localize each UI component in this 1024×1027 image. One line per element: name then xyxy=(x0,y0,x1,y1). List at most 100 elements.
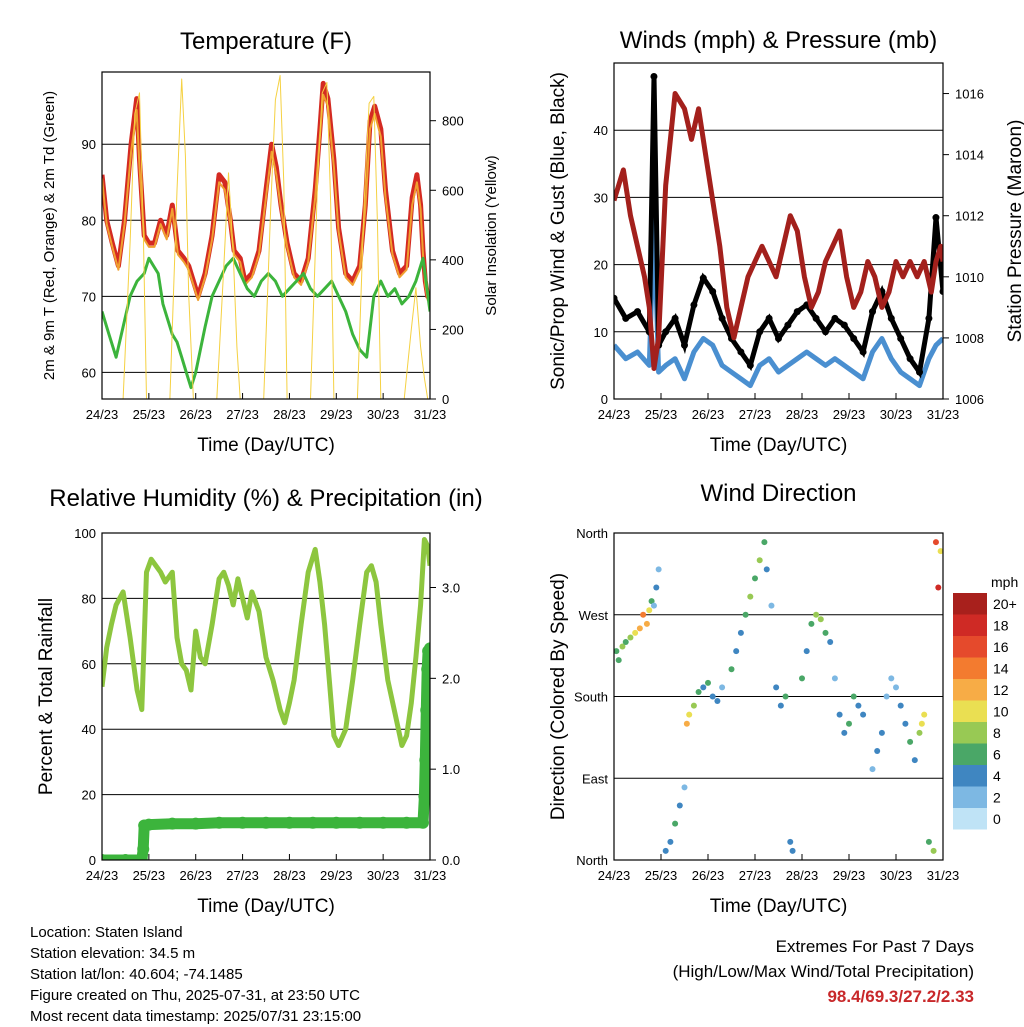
wind-direction-point xyxy=(683,720,690,727)
wind-direction-point xyxy=(897,702,904,709)
data-timestamp: Most recent data timestamp: 2025/07/31 2… xyxy=(30,1008,362,1025)
wind_direction-xtick-label: 30/23 xyxy=(880,868,913,883)
winds_pressure-xtick-label: 29/23 xyxy=(833,407,866,422)
point-precip_total xyxy=(166,817,179,830)
winds_pressure-ylabel: Sonic/Prop Wind & Gust (Blue, Black) xyxy=(548,72,569,390)
series-gust xyxy=(614,76,943,379)
wind-direction-point xyxy=(827,639,834,645)
legend-swatch xyxy=(953,636,987,658)
wind-direction-point xyxy=(855,702,862,709)
wind-direction-point xyxy=(817,616,824,623)
wind_direction-xtick-label: 29/23 xyxy=(833,868,866,883)
humidity_precip-xtick-label: 26/23 xyxy=(179,868,212,883)
wind-direction-point xyxy=(918,720,925,727)
legend-label: 20+ xyxy=(993,596,1017,612)
humidity_precip-xtick-label: 28/23 xyxy=(273,868,306,883)
wind_direction-ylabel: Direction (Colored By Speed) xyxy=(548,573,569,820)
winds_pressure-y2tick-label: 1014 xyxy=(955,148,984,163)
wind-direction-point xyxy=(640,611,647,618)
wind-direction-point xyxy=(636,625,643,632)
legend-label: 8 xyxy=(993,725,1001,741)
wind-direction-point xyxy=(860,711,867,718)
winds_pressure-ytick-label: 20 xyxy=(594,258,608,273)
wind-direction-point xyxy=(777,702,784,709)
figure-created: Figure created on Thu, 2025-07-31, at 23… xyxy=(30,987,360,1004)
wind-direction-point xyxy=(925,838,932,845)
series-solar xyxy=(102,75,430,399)
legend-label: 12 xyxy=(993,682,1009,698)
humidity_precip-ytick-label: 60 xyxy=(82,657,96,672)
wind-direction-point xyxy=(714,698,721,705)
winds_pressure-frame xyxy=(613,62,944,400)
wind-direction-point xyxy=(719,684,726,691)
point-precip_total xyxy=(416,816,429,829)
wind-direction-point xyxy=(632,629,639,636)
winds_pressure-xtick-label: 28/23 xyxy=(786,407,819,422)
wind-direction-point xyxy=(614,648,620,655)
humidity_precip-y2tick-label: 0.0 xyxy=(442,853,460,868)
point-precip_total xyxy=(189,817,202,830)
temperature-ylabel: 2m & 9m T (Red, Orange) & 2m Td (Green) xyxy=(41,91,58,380)
temperature-xtick-label: 26/23 xyxy=(179,407,212,422)
temperature-ytick-label: 60 xyxy=(82,365,96,380)
wind-direction-point xyxy=(695,688,702,695)
wind-direction-point xyxy=(907,738,914,745)
wind-direction-point xyxy=(737,629,744,636)
legend-label: 4 xyxy=(993,768,1001,784)
winds_pressure-plot-area xyxy=(614,72,943,389)
winds_pressure-y2tick-label: 1008 xyxy=(955,331,984,346)
legend-label: 6 xyxy=(993,747,1001,763)
wind-direction-point xyxy=(648,598,655,605)
wind-direction-point xyxy=(655,566,662,573)
temperature-ytick-label: 80 xyxy=(82,213,96,228)
wind-direction-point xyxy=(869,766,876,773)
temperature-title: Temperature (F) xyxy=(180,28,352,55)
point-precip_total xyxy=(418,790,430,803)
legend-swatch xyxy=(953,614,987,636)
wind-direction-point xyxy=(831,675,838,682)
wind-direction-point xyxy=(808,620,815,627)
wind-direction-point xyxy=(756,557,763,564)
wind-direction-point xyxy=(622,639,629,645)
wind-direction-point xyxy=(733,648,740,655)
station-latlon: Station lat/lon: 40.604; -74.1485 xyxy=(30,966,243,983)
point-precip_total xyxy=(137,843,150,856)
wind-direction-point xyxy=(768,602,775,609)
point-precip_total xyxy=(330,816,343,829)
point-precip_total xyxy=(236,816,249,829)
wind_direction-title: Wind Direction xyxy=(700,480,856,507)
wind-direction-point xyxy=(888,675,895,682)
wind-direction-point xyxy=(752,575,758,582)
point-precip_total xyxy=(260,816,272,829)
point-precip_total xyxy=(135,854,148,860)
wind-direction-point xyxy=(643,620,650,627)
wind-direction-point xyxy=(799,675,805,682)
extremes-values: 98.4/69.3/27.2/2.33 xyxy=(827,987,974,1006)
legend-label: 16 xyxy=(993,639,1009,655)
wind-direction-point xyxy=(935,584,942,591)
legend-label: 2 xyxy=(993,790,1001,806)
legend-swatch xyxy=(953,808,987,830)
humidity_precip-xtick-label: 29/23 xyxy=(320,868,353,883)
wind-direction-point xyxy=(686,711,693,718)
winds_pressure-xtick-label: 31/23 xyxy=(927,407,960,422)
winds_pressure-y2tick-label: 1012 xyxy=(955,209,984,224)
wind-direction-point xyxy=(653,584,660,591)
point-precip_total xyxy=(142,818,155,831)
series-rh xyxy=(102,537,430,748)
humidity_precip-xtick-label: 30/23 xyxy=(367,868,400,883)
wind_direction-ytick-label: North xyxy=(576,526,608,541)
wind-direction-point xyxy=(883,693,890,700)
temperature-y2tick-label: 400 xyxy=(442,253,464,268)
wind-direction-point xyxy=(773,684,780,691)
winds_pressure-y2tick-label: 1006 xyxy=(955,392,984,407)
wind_direction-xtick-label: 25/23 xyxy=(645,868,678,883)
wind-direction-point xyxy=(782,693,789,700)
humidity_precip-ytick-label: 100 xyxy=(74,526,96,541)
winds_pressure-ytick-label: 10 xyxy=(594,325,608,340)
humidity_precip-plot-area xyxy=(102,537,430,860)
winds_pressure-ytick-label: 40 xyxy=(594,123,608,138)
point-precip_total xyxy=(119,854,132,860)
wind_direction-plot-area xyxy=(614,539,943,854)
temperature-y2tick-label: 0 xyxy=(442,392,449,407)
